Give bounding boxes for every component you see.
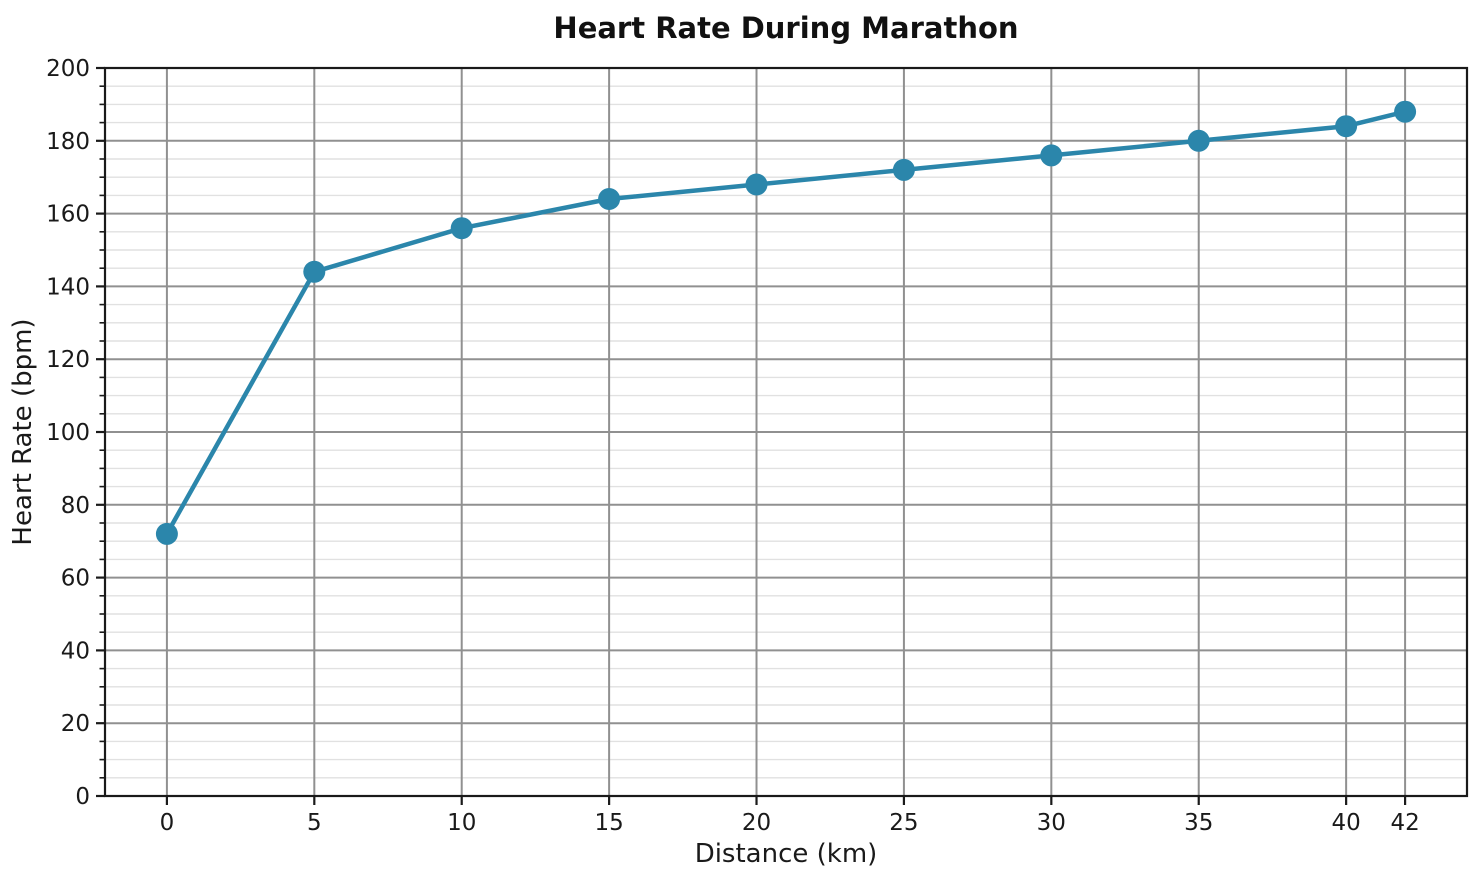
y-tick-label: 180 (46, 129, 90, 155)
x-tick-label: 42 (1390, 810, 1419, 836)
x-tick-label: 0 (160, 810, 175, 836)
x-tick-label: 35 (1184, 810, 1213, 836)
data-point-marker (892, 158, 915, 181)
data-point-marker (745, 173, 768, 196)
data-point-marker (1394, 100, 1417, 123)
y-tick-label: 120 (46, 347, 90, 373)
y-tick-label: 80 (61, 493, 90, 519)
data-point-marker (1187, 129, 1210, 152)
x-tick-label: 20 (742, 810, 771, 836)
data-point-marker (1335, 115, 1358, 138)
y-tick-label: 100 (46, 420, 90, 446)
x-tick-label: 10 (447, 810, 476, 836)
gridlines (105, 67, 1467, 797)
x-tick-label: 40 (1331, 810, 1360, 836)
line-series (155, 100, 1417, 545)
x-tick-label: 15 (594, 810, 623, 836)
data-point-marker (598, 188, 621, 210)
data-point-marker (303, 260, 326, 283)
y-axis-label: Heart Rate (bpm) (8, 318, 38, 545)
data-point-marker (1040, 144, 1063, 167)
data-point-marker (450, 217, 473, 240)
x-axis-label: Distance (km) (695, 839, 878, 869)
y-tick-label: 40 (61, 638, 90, 664)
y-tick-label: 140 (46, 274, 90, 300)
axes: 0 5 10 15 20 25 30 35 40 42 0 20 40 60 80 100 120 140 160 1… (46, 56, 1469, 836)
series-line (164, 109, 1408, 537)
x-tick-label: 5 (307, 810, 322, 836)
y-tick-label: 20 (61, 711, 90, 737)
chart-title: Heart Rate During Marathon (553, 11, 1018, 45)
y-tick-label: 160 (46, 202, 90, 228)
y-tick-label: 60 (61, 566, 90, 592)
data-point-marker (155, 522, 178, 545)
y-tick-label: 0 (75, 784, 90, 810)
x-tick-label: 30 (1037, 810, 1066, 836)
y-tick-label: 200 (46, 56, 90, 82)
x-tick-label: 25 (889, 810, 918, 836)
